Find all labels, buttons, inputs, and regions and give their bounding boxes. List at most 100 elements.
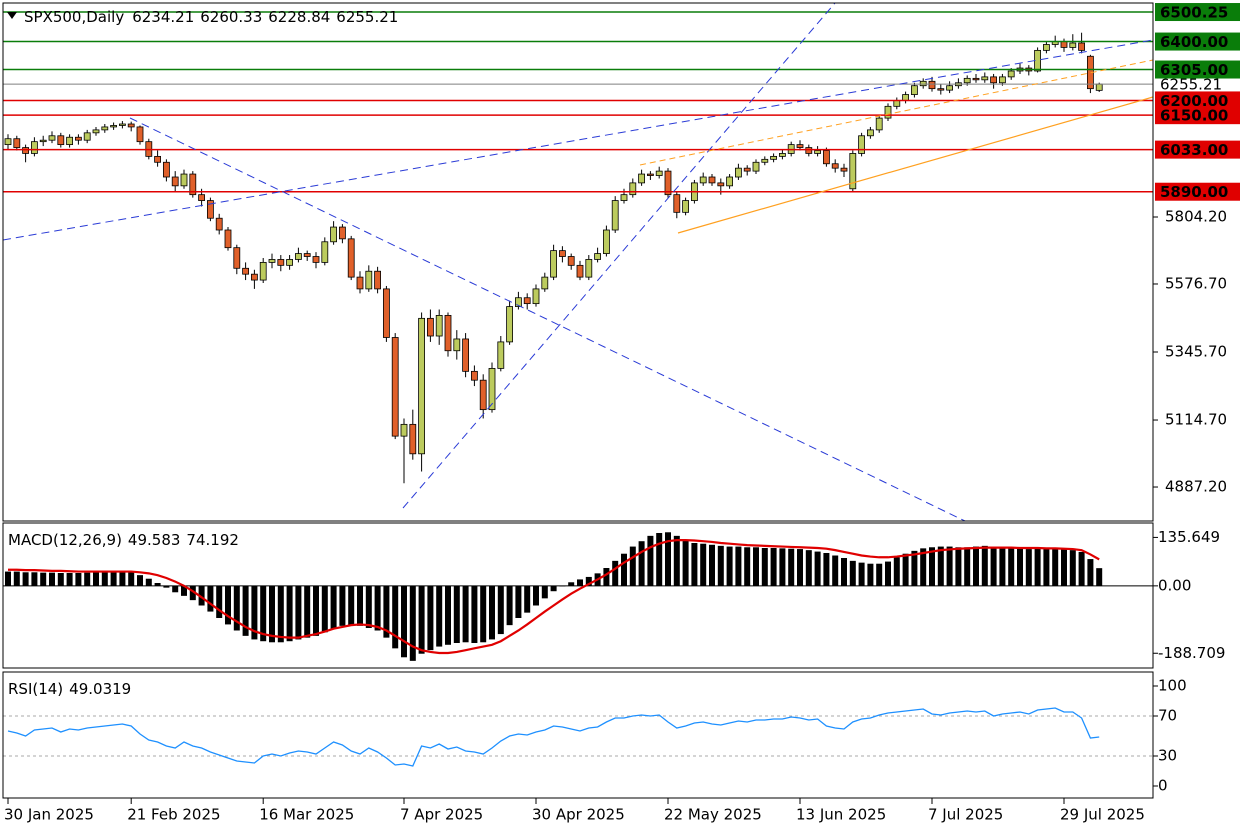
candle-body bbox=[101, 126, 109, 131]
macd-bar bbox=[497, 585, 504, 635]
y-tick-label: -188.709 bbox=[1158, 644, 1225, 662]
rsi-line bbox=[7, 707, 1100, 767]
macd-bar bbox=[383, 585, 390, 638]
candle-body bbox=[259, 261, 267, 281]
x-tick-label: 13 Jun 2025 bbox=[796, 806, 886, 824]
macd-bar bbox=[172, 585, 179, 593]
y-tick-label: 0.00 bbox=[1158, 576, 1191, 594]
macd-bar bbox=[471, 585, 478, 643]
candle-body bbox=[294, 253, 302, 260]
candle-body bbox=[1069, 42, 1077, 48]
candle-body bbox=[638, 173, 645, 184]
level-label: 6500.25 bbox=[1160, 4, 1228, 22]
trend-lines bbox=[3, 3, 1153, 521]
macd-bar bbox=[321, 585, 328, 633]
x-tick-label: 30 Jan 2025 bbox=[4, 806, 94, 824]
macd-bar bbox=[225, 585, 231, 625]
level-label-box bbox=[1155, 182, 1240, 201]
candle-body bbox=[550, 250, 557, 278]
level-label: 6400.00 bbox=[1160, 33, 1228, 51]
macd-bar bbox=[665, 532, 671, 586]
macd-bar bbox=[515, 585, 522, 618]
candle-body bbox=[321, 241, 329, 263]
candle-body bbox=[999, 76, 1006, 84]
macd-bar bbox=[1087, 559, 1094, 586]
candle-body bbox=[664, 170, 672, 196]
macd-bar bbox=[269, 585, 275, 643]
candle-body bbox=[840, 167, 848, 172]
macd-bar bbox=[673, 535, 680, 586]
macd-bar bbox=[163, 585, 170, 588]
signal-value: 74.192 bbox=[186, 531, 239, 549]
macd-bar bbox=[893, 557, 900, 586]
macd-bar bbox=[559, 585, 566, 587]
macd-value: 49.583 bbox=[128, 531, 181, 549]
macd-bar bbox=[436, 585, 443, 647]
candle-body bbox=[497, 341, 505, 369]
macd-bar bbox=[251, 585, 258, 640]
x-tick-label: 21 Feb 2025 bbox=[127, 806, 220, 824]
candle-body bbox=[779, 153, 786, 157]
candle-body bbox=[127, 123, 135, 128]
level-label-box bbox=[1155, 3, 1240, 22]
macd-bar bbox=[682, 540, 689, 586]
macd-bar bbox=[744, 547, 751, 586]
candle-body bbox=[911, 85, 918, 95]
candle-body bbox=[875, 117, 883, 131]
macd-bar bbox=[260, 585, 267, 642]
candle-body bbox=[726, 176, 733, 187]
macd-bar bbox=[313, 585, 319, 636]
menu-arrow[interactable] bbox=[7, 12, 17, 19]
candle-body bbox=[110, 125, 117, 128]
candle-body bbox=[559, 250, 566, 257]
macd-bar bbox=[700, 543, 707, 586]
macd-bar bbox=[788, 548, 795, 586]
macd-bar bbox=[418, 585, 425, 654]
macd-bar bbox=[489, 585, 495, 640]
level-label-box bbox=[1155, 60, 1240, 79]
candle-body bbox=[154, 155, 162, 163]
macd-bar bbox=[841, 558, 847, 586]
macd-bar bbox=[392, 585, 399, 649]
macd-bar bbox=[286, 585, 293, 642]
candle-body bbox=[655, 170, 663, 176]
level-label-box bbox=[1155, 140, 1240, 159]
candle-body bbox=[30, 141, 38, 154]
macd-bar bbox=[348, 585, 355, 626]
candle-body bbox=[928, 80, 936, 90]
candle-body bbox=[629, 182, 637, 196]
candle-body bbox=[119, 123, 126, 126]
macd-bar bbox=[814, 551, 821, 586]
close-value: 6255.21 bbox=[336, 8, 398, 26]
macd-bar bbox=[401, 585, 407, 658]
candle-body bbox=[13, 138, 21, 148]
macd-bar bbox=[691, 543, 698, 586]
macd-bar bbox=[145, 578, 152, 586]
macd-bar bbox=[57, 573, 64, 586]
macd-bar bbox=[75, 573, 82, 586]
macd-bar bbox=[462, 585, 469, 643]
candle-body bbox=[831, 163, 839, 169]
rsi-title: RSI(14) bbox=[8, 680, 63, 698]
macd-bar bbox=[656, 533, 663, 586]
candle-body bbox=[338, 226, 346, 240]
macd-bar bbox=[154, 583, 161, 586]
macd-bar bbox=[902, 553, 909, 586]
candle-body bbox=[867, 129, 874, 137]
candle-body bbox=[233, 247, 241, 269]
macd-bar bbox=[550, 585, 557, 592]
macd-bar bbox=[1043, 548, 1050, 586]
candle-body bbox=[611, 200, 619, 231]
macd-bar bbox=[770, 548, 777, 586]
candle-body bbox=[567, 256, 575, 266]
macd-bar bbox=[1078, 551, 1085, 586]
candle-body bbox=[92, 129, 100, 134]
macd-bar bbox=[110, 570, 117, 586]
candle-body bbox=[981, 76, 989, 81]
candle-body bbox=[418, 317, 426, 455]
macd-bar bbox=[533, 585, 539, 606]
candle-body bbox=[66, 136, 73, 146]
macd-bar bbox=[330, 585, 337, 629]
symbol: SPX500,Daily bbox=[24, 8, 124, 26]
